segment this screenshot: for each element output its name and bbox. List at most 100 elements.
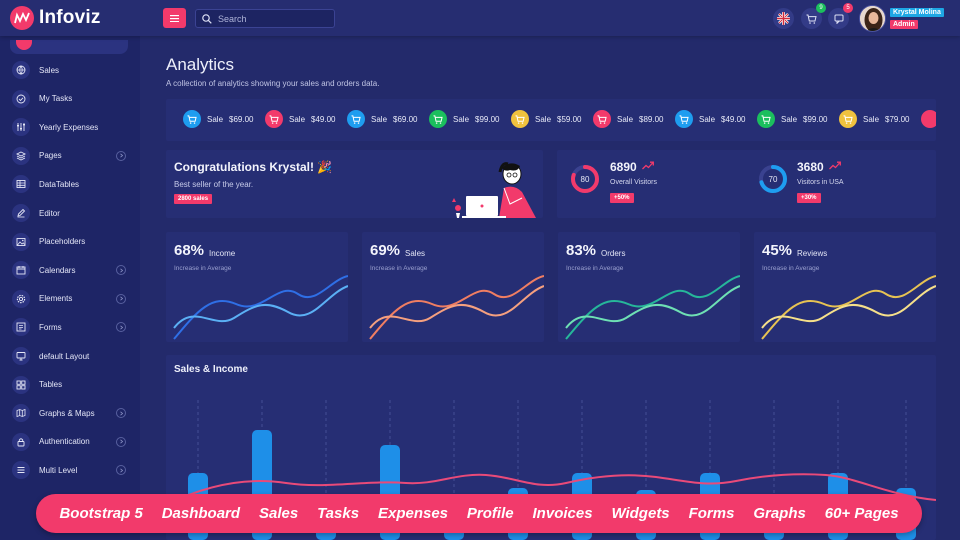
cart-icon: [675, 110, 693, 128]
sidebar-item-editor[interactable]: Editor: [12, 203, 132, 223]
metric-name: Income: [209, 249, 236, 258]
sales-count-badge: 2800 sales: [174, 194, 213, 204]
page-subtitle: A collection of analytics showing your s…: [166, 79, 380, 88]
metric-sparkline: [565, 275, 740, 340]
ticker-item[interactable]: Sale $99.00: [429, 110, 499, 128]
cart-icon: [593, 110, 611, 128]
chevron-right-icon: [116, 465, 126, 476]
chevron-right-icon: [116, 293, 126, 304]
ticker-label: Sale: [781, 114, 798, 124]
grid-icon: [12, 375, 30, 394]
user-avatar[interactable]: [859, 5, 886, 32]
ticker-amount: $49.00: [721, 114, 746, 124]
sidebar-item-authentication[interactable]: Authentication: [12, 432, 132, 452]
usa-visitors-value: 3680: [797, 160, 824, 174]
sidebar-item-label: Elements: [39, 294, 73, 304]
banner-item: Expenses: [377, 505, 449, 522]
metric-card-orders: 83% Orders Increase in Average: [558, 232, 740, 342]
ticker-item[interactable]: Sale $79.00: [839, 110, 909, 128]
ticker-amount: $69.00: [393, 114, 418, 124]
map-icon: [12, 404, 30, 423]
chevron-right-icon: [116, 150, 126, 161]
ticker-label: Sale: [207, 114, 224, 124]
brand-name: Infoviz: [39, 7, 101, 28]
layers-icon: [12, 146, 30, 165]
cart-button[interactable]: 9: [801, 3, 826, 29]
banner-item: Bootstrap 5: [59, 505, 143, 522]
ticker-item[interactable]: Sale $49.00: [265, 110, 335, 128]
congrats-subtitle: Best seller of the year.: [174, 180, 254, 189]
cart-badge: 9: [816, 3, 826, 13]
sidebar-item-graphs-maps[interactable]: Graphs & Maps: [12, 403, 132, 423]
usa-visitors-label: Visitors in USA: [797, 179, 844, 186]
sidebar-item-label: Multi Level: [39, 465, 78, 475]
hamburger-icon: [170, 14, 179, 22]
sidebar-item-elements[interactable]: Elements: [12, 289, 132, 309]
sidebar-active-tab[interactable]: [10, 40, 128, 54]
sidebar-item-default-layout[interactable]: default Layout: [12, 346, 132, 366]
ticker-item[interactable]: Sale $49.00: [675, 110, 745, 128]
search-box[interactable]: [195, 9, 335, 28]
sidebar-item-forms[interactable]: Forms: [12, 317, 132, 337]
sparkline-series-a: [173, 275, 348, 340]
language-button[interactable]: [773, 8, 794, 29]
sliders-icon: [12, 118, 30, 137]
search-icon: [202, 13, 212, 24]
sidebar-item-pages[interactable]: Pages: [12, 146, 132, 166]
sparkline-series-b: [761, 285, 936, 329]
ticker-item[interactable]: Sale $89.00: [593, 110, 663, 128]
sparkline-series-b: [369, 285, 544, 329]
sidebar-item-label: default Layout: [39, 351, 90, 361]
metric-percent: 68%: [174, 242, 205, 259]
feature-banner: Bootstrap 5 Dashboard Sales Tasks Expenses Pr…: [36, 494, 922, 533]
ticker-amount: $99.00: [803, 114, 828, 124]
metric-card-income: 68% Income Increase in Average: [166, 232, 348, 342]
sidebar-item-multi-level[interactable]: Multi Level: [12, 460, 132, 480]
banner-item: Tasks: [317, 505, 360, 522]
sidebar-item-sales[interactable]: Sales: [12, 60, 132, 80]
sidebar-item-yearly-expenses[interactable]: Yearly Expenses: [12, 117, 132, 137]
ticker-label: Sale: [453, 114, 470, 124]
banner-item: Widgets: [611, 505, 670, 522]
ticker-label: Sale: [863, 114, 880, 124]
sparkline-series-a: [369, 275, 544, 340]
ticker-item[interactable]: Sale $99.00: [757, 110, 827, 128]
cart-icon: [347, 110, 365, 128]
lock-icon: [12, 432, 30, 451]
ticker-item[interactable]: Sale $69.00: [347, 110, 417, 128]
sidebar-item-calendars[interactable]: Calendars: [12, 260, 132, 280]
banner-item: Forms: [688, 505, 735, 522]
table-icon: [12, 175, 30, 194]
ticker-item[interactable]: Sale $69.00: [183, 110, 253, 128]
sidebar-item-label: Calendars: [39, 265, 76, 275]
cart-icon: [265, 110, 283, 128]
metric-subtitle: Increase in Average: [566, 265, 624, 272]
overall-visitors-donut-value: 80: [580, 175, 590, 184]
metric-card-reviews: 45% Reviews Increase in Average: [754, 232, 936, 342]
messages-button[interactable]: 5: [828, 3, 853, 29]
menu-toggle-button[interactable]: [163, 8, 186, 28]
banner-item: Profile: [466, 505, 514, 522]
banner-item: Dashboard: [161, 505, 241, 522]
sidebar-item-label: DataTables: [39, 179, 80, 189]
cart-icon: [806, 14, 817, 24]
ticker-next-icon: [921, 110, 936, 128]
metric-sparkline: [761, 275, 936, 340]
sidebar-item-tables[interactable]: Tables: [12, 375, 132, 395]
sidebar-item-placeholders[interactable]: Placeholders: [12, 232, 132, 252]
sparkline-series-b: [565, 285, 740, 329]
metric-percent: 83%: [566, 242, 597, 259]
gear-icon: [12, 289, 30, 308]
sidebar-item-label: My Tasks: [39, 94, 73, 104]
ticker-item[interactable]: Sale $59.00: [511, 110, 581, 128]
sidebar-item-my-tasks[interactable]: My Tasks: [12, 89, 132, 109]
brand-logo[interactable]: Infoviz: [10, 6, 101, 30]
sidebar-item-datatables[interactable]: DataTables: [12, 174, 132, 194]
usa-visitors-donut-value: 70: [768, 175, 778, 184]
sales-ticker: Sale $69.00 Sale $49.00 Sale $69.00 Sale $99.00…: [166, 99, 936, 141]
sidebar-item-label: Pages: [39, 151, 62, 161]
logo-icon: [10, 6, 34, 30]
globe-icon: [12, 61, 30, 79]
search-input[interactable]: [218, 13, 328, 24]
metric-subtitle: Increase in Average: [174, 265, 232, 272]
